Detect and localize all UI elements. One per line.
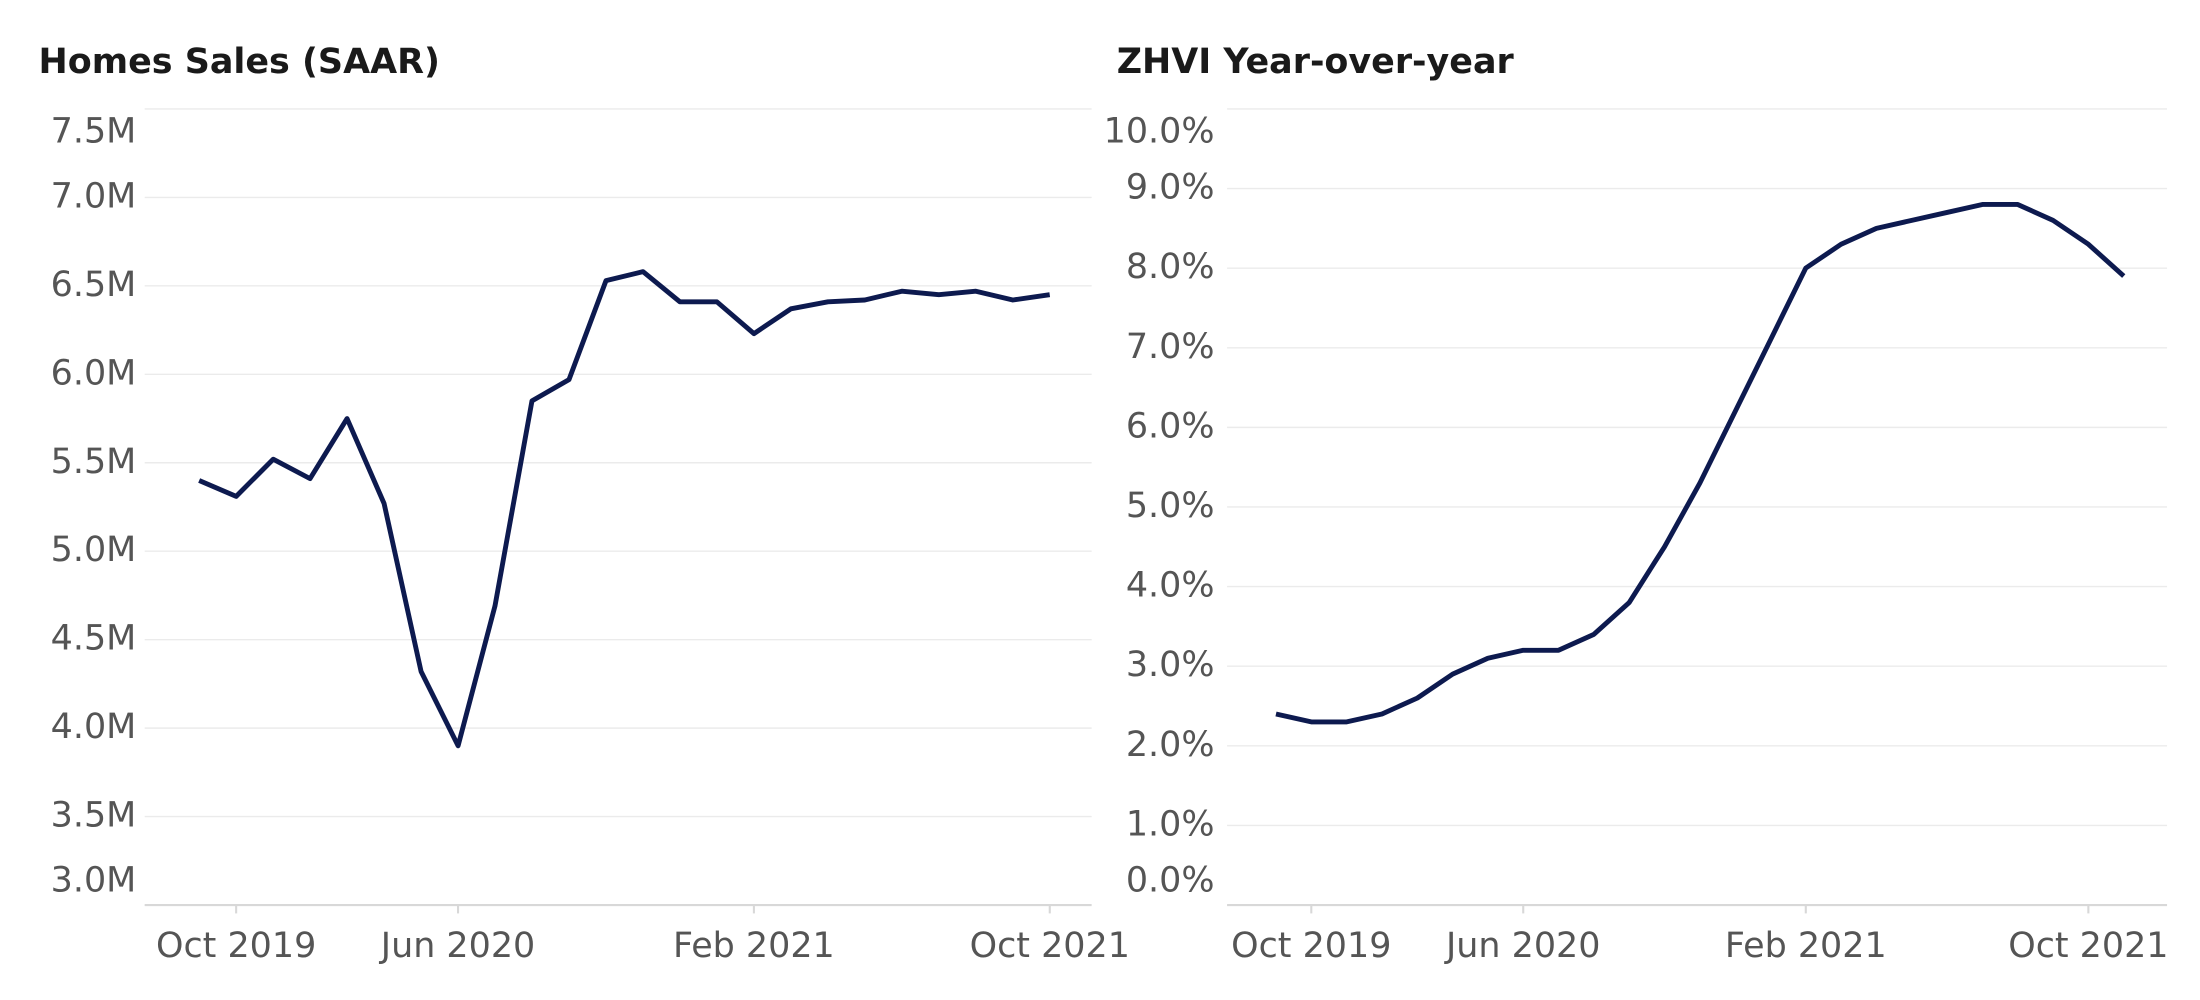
y-tick-label: 4.0M xyxy=(51,707,137,747)
y-tick-label: 4.0% xyxy=(1126,566,1215,606)
y-tick-label: 7.0% xyxy=(1126,327,1215,367)
x-tick-label: Oct 2019 xyxy=(1231,926,1391,966)
x-tick-label: Feb 2021 xyxy=(1725,926,1887,966)
x-tick-label: Feb 2021 xyxy=(673,926,835,966)
x-tick-label: Jun 2020 xyxy=(379,926,535,966)
y-tick-label: 7.5M xyxy=(51,112,137,152)
y-tick-label: 0.0% xyxy=(1126,860,1215,900)
y-tick-label: 3.0M xyxy=(51,860,137,900)
y-tick-label: 7.0M xyxy=(51,176,137,216)
y-tick-label: 2.0% xyxy=(1126,725,1215,765)
y-tick-label: 4.5M xyxy=(51,619,137,659)
x-tick-label: Oct 2021 xyxy=(970,926,1130,966)
y-tick-label: 8.0% xyxy=(1126,247,1215,287)
y-tick-label: 6.5M xyxy=(51,265,137,305)
x-tick-label: Jun 2020 xyxy=(1444,926,1600,966)
chart-title: ZHVI Year-over-year xyxy=(1117,42,1515,82)
data-line xyxy=(1275,202,2126,725)
y-tick-label: 9.0% xyxy=(1126,168,1215,208)
y-tick-label: 5.0% xyxy=(1126,486,1215,526)
y-tick-label: 5.0M xyxy=(51,530,137,570)
data-line xyxy=(198,269,1051,749)
y-tick-label: 10.0% xyxy=(1104,112,1215,152)
y-tick-label: 3.0% xyxy=(1126,645,1215,685)
chart-title: Homes Sales (SAAR) xyxy=(39,42,440,82)
x-tick-label: Oct 2021 xyxy=(2008,926,2168,966)
x-tick-label: Oct 2019 xyxy=(156,926,316,966)
y-tick-label: 3.5M xyxy=(51,796,137,836)
y-tick-label: 6.0M xyxy=(51,353,137,393)
y-tick-label: 6.0% xyxy=(1126,406,1215,446)
y-tick-label: 5.5M xyxy=(51,442,137,482)
y-tick-label: 1.0% xyxy=(1126,804,1215,844)
